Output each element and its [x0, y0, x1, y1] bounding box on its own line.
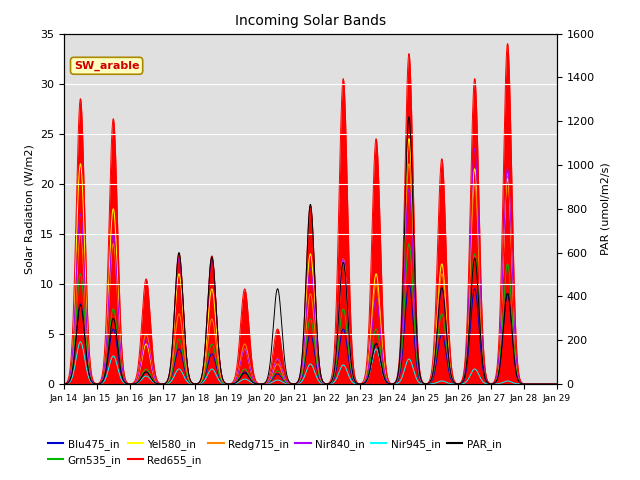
Y-axis label: PAR (umol/m2/s): PAR (umol/m2/s) — [600, 162, 610, 255]
Legend: Blu475_in, Grn535_in, Yel580_in, Red655_in, Redg715_in, Nir840_in, Nir945_in, PA: Blu475_in, Grn535_in, Yel580_in, Red655_… — [44, 434, 506, 470]
Y-axis label: Solar Radiation (W/m2): Solar Radiation (W/m2) — [24, 144, 35, 274]
Text: SW_arable: SW_arable — [74, 60, 140, 71]
Title: Incoming Solar Bands: Incoming Solar Bands — [235, 14, 386, 28]
